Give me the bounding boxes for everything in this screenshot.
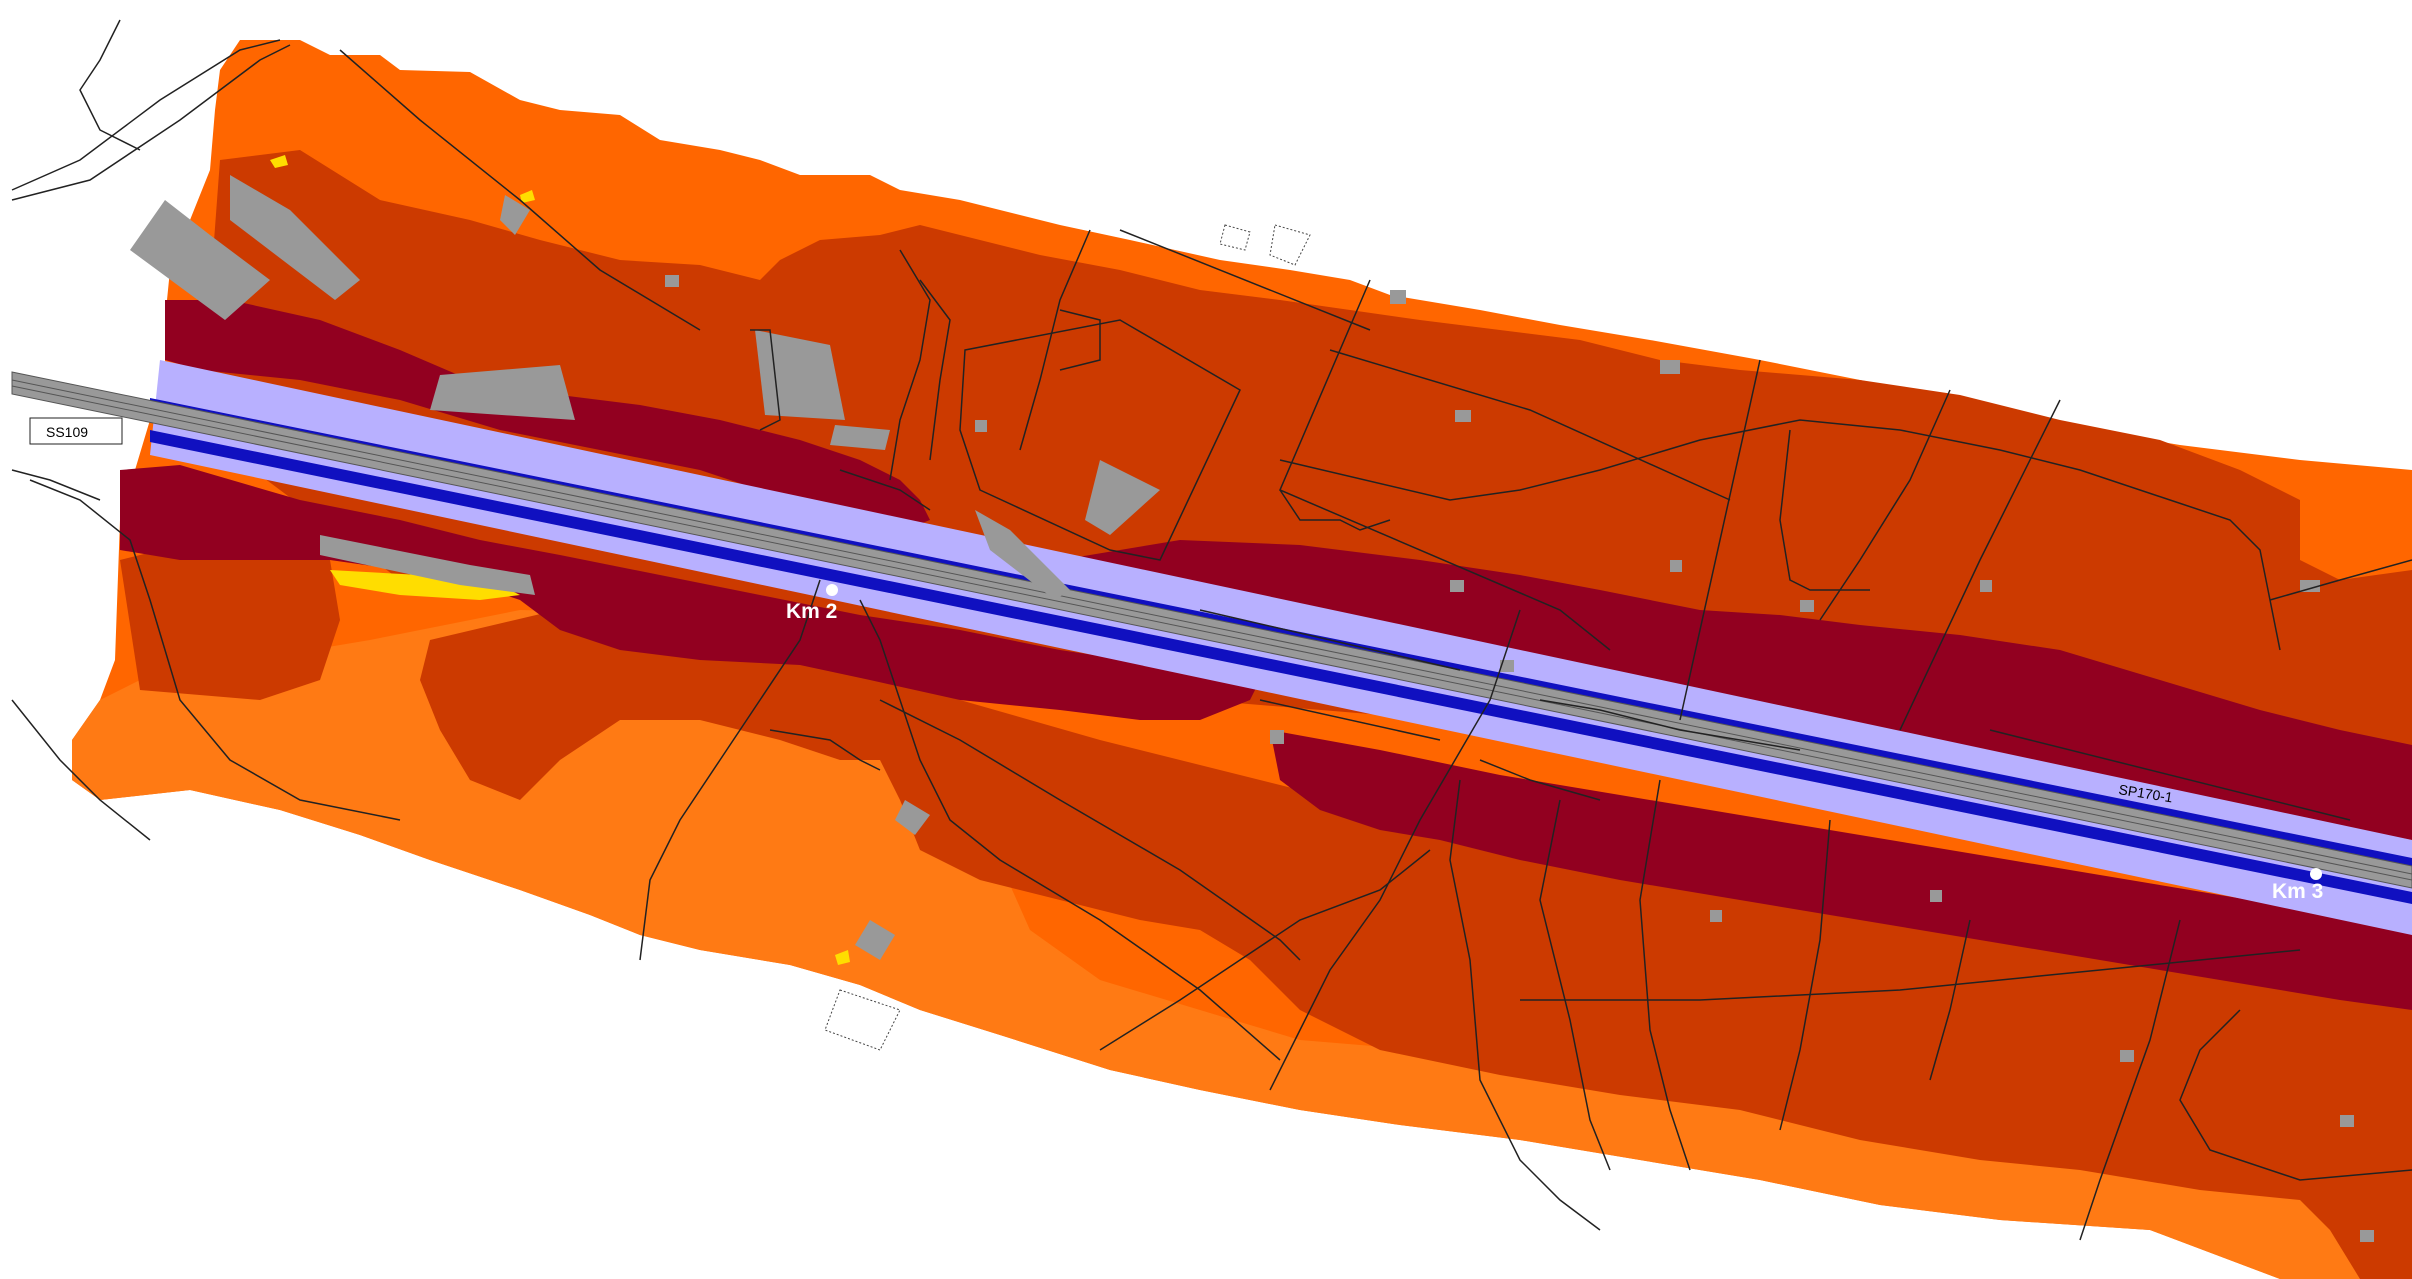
km2-dot [826,584,838,596]
building [975,510,1070,600]
building [855,920,895,960]
zone-inner-north-east [1060,540,2412,840]
parcel-line [1539,699,1801,751]
dotted-outlines [824,224,1311,1051]
building [1980,580,1992,592]
road-line [1779,429,1870,591]
road-line [1899,399,2061,731]
road-line [11,39,281,191]
road-line [879,699,1301,961]
road-line [769,729,881,771]
road-line [1679,359,1761,721]
building [1710,910,1722,922]
yellow-patch-5 [835,950,850,965]
zone-inner-north [165,300,930,540]
road-line [2179,1009,2412,1181]
road-line [11,699,151,841]
building [430,365,575,420]
building [1660,360,1680,374]
parcel-line [1989,729,2351,821]
road-line [1099,849,1431,1051]
km3-label: Km 3 [2272,880,2323,903]
building [1390,290,1406,304]
road-line [29,479,401,821]
road-line [889,249,931,481]
building [1085,460,1160,535]
ss109-label-box [29,417,123,445]
road-line [1019,229,1091,451]
road-line [859,599,1281,1061]
buildings [130,175,2374,1242]
dotted-parcel [824,989,901,1051]
building [1670,560,1682,572]
parcel-line [1199,609,1461,671]
parcel-line [959,319,1241,561]
km-markers: Km 2 Km 3 [786,584,2323,903]
yellow-patch-4 [520,190,535,203]
zone-inner-south [120,465,1260,720]
building [1450,580,1464,592]
building [1930,890,1942,902]
rail-tracks [11,371,2412,889]
zone-mid-south [120,530,340,700]
km3-dot [2310,868,2322,880]
road-line [1279,279,1611,651]
km2-label: Km 2 [786,600,837,623]
parcel-line [1259,699,1441,741]
building [1270,730,1284,744]
building [130,200,270,320]
road-line [1929,919,1971,1081]
road-line [79,19,141,151]
road-line [1539,799,1611,1171]
rail-line-1 [11,379,2412,875]
road-line [1269,609,1521,1091]
building [1800,600,1814,612]
zone-inner [120,300,2412,1010]
road-line [1520,949,2301,1001]
dotted-parcel [1269,224,1311,266]
band-dark-south [150,430,2412,904]
road-line [11,469,101,501]
building [975,420,987,432]
parcel-line [1059,309,1101,371]
building [320,535,535,595]
road-line [11,44,291,201]
zone-light-orange-area [72,610,2412,1279]
building [2360,1230,2374,1242]
building [500,195,530,235]
building [2120,1050,2134,1062]
road-line [1639,779,1691,1171]
road-line [2269,559,2412,601]
road-line [1119,229,1371,331]
parcel-line [1279,489,1391,531]
road-line [339,49,701,331]
ss109-label: SS109 [46,424,88,440]
road-line [919,279,951,461]
building [2340,1115,2354,1127]
yellow-patch-1 [330,570,520,600]
rail-line-2 [11,385,2412,881]
building [665,275,679,287]
dotted-parcel [1219,224,1251,251]
parcel-line [839,469,931,511]
building [2300,580,2320,592]
building [1500,660,1514,672]
road-line [1449,779,1601,1231]
road-line [639,579,821,961]
railway-corridor [11,360,2412,935]
zone-inner-south-east [1270,730,2412,1010]
parcel-line [750,329,781,431]
parcel-line [1479,759,1601,801]
zone-mid-south-main [420,600,2412,1279]
building [230,175,360,300]
road-line [2079,919,2181,1241]
building [830,425,890,450]
linework [11,19,2412,1241]
building [1455,410,1471,422]
road-line [1279,419,2281,651]
road-line [1329,349,1731,501]
yellow-patch-3 [270,155,288,168]
building [895,800,930,835]
